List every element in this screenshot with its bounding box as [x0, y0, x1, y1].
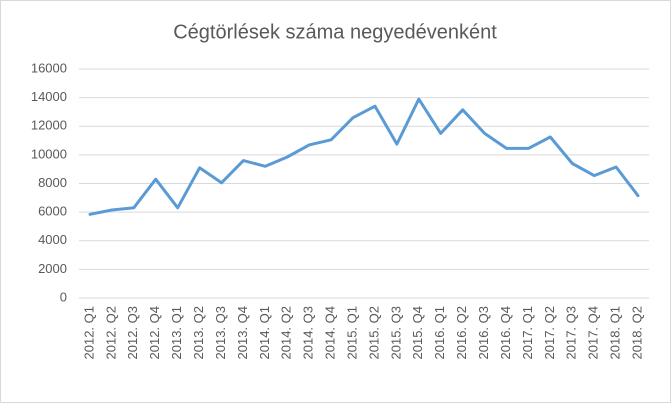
y-tick-label: 14000: [31, 89, 67, 104]
chart-title: Cégtörlések száma negyedévenként: [173, 21, 497, 43]
y-tick-label: 10000: [31, 146, 67, 161]
y-tick-label: 12000: [31, 118, 67, 133]
x-tick-label: 2017. Q3: [564, 306, 579, 360]
y-tick-label: 2000: [38, 261, 67, 276]
x-tick-label: 2012. Q1: [81, 306, 96, 360]
x-tick-label: 2015. Q3: [388, 306, 403, 360]
x-tick-label: 2016. Q2: [454, 306, 469, 360]
x-tick-label: 2016. Q1: [432, 306, 447, 360]
x-tick-label: 2017. Q1: [520, 306, 535, 360]
x-tick-label: 2012. Q4: [147, 306, 162, 360]
y-tick-label: 16000: [31, 60, 67, 75]
y-tick-label: 6000: [38, 204, 67, 219]
x-tick-label: 2017. Q2: [542, 306, 557, 360]
x-tick-label: 2014. Q4: [323, 306, 338, 360]
x-tick-label: 2014. Q1: [257, 306, 272, 360]
x-tick-label: 2012. Q3: [125, 306, 140, 360]
x-tick-label: 2015. Q2: [366, 306, 381, 360]
x-tick-label: 2012. Q2: [103, 306, 118, 360]
x-tick-label: 2014. Q3: [301, 306, 316, 360]
x-tick-label: 2018. Q1: [608, 306, 623, 360]
x-tick-label: 2013. Q2: [191, 306, 206, 360]
x-tick-label: 2016. Q3: [476, 306, 491, 360]
y-tick-label: 8000: [38, 175, 67, 190]
x-tick-label: 2018. Q2: [629, 306, 644, 360]
x-tick-label: 2013. Q4: [235, 306, 250, 360]
x-tick-label: 2015. Q1: [344, 306, 359, 360]
x-tick-label: 2013. Q1: [169, 306, 184, 360]
x-tick-label: 2014. Q2: [279, 306, 294, 360]
x-tick-label: 2017. Q4: [586, 306, 601, 360]
y-tick-label: 4000: [38, 232, 67, 247]
data-line: [88, 97, 640, 216]
x-tick-label: 2015. Q4: [410, 306, 425, 360]
x-tick-label: 2016. Q4: [498, 306, 513, 360]
x-tick-label: 2013. Q3: [213, 306, 228, 360]
y-tick-label: 0: [60, 289, 67, 304]
